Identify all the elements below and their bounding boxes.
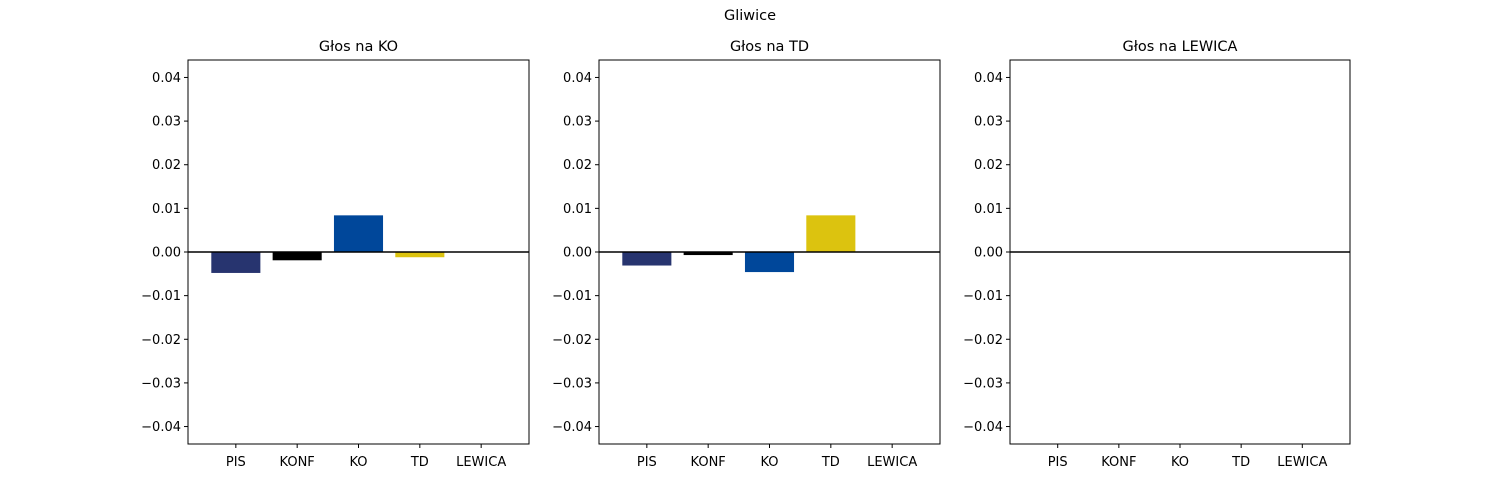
axes-frame [598,59,941,445]
x-tick-label: PIS [1048,455,1068,470]
x-tick-label: LEWICA [867,455,917,470]
x-tick-label: KO [349,455,367,470]
y-tick-label: 0.03 [152,115,181,130]
chart-panel-3: Głos na LEWICA PIS KONF KO TD LEWICA −0.04 −0.0… [963,39,1351,470]
x-tick-label: PIS [226,455,246,470]
panel-title: Głos na TD [730,39,809,55]
bar-konf [683,252,733,256]
bar-ko [333,215,384,252]
bar-konf [272,252,322,261]
y-tick-label: −0.03 [141,376,181,391]
y-tick-label: −0.02 [963,333,1003,348]
bar-pis [211,252,261,273]
y-tick-label: 0.04 [974,71,1003,86]
y-tick-label: −0.01 [141,289,181,304]
bar-td [395,252,445,258]
x-tick-label: KONF [691,455,726,470]
y-tick-label: 0.04 [152,71,181,86]
bar-td [806,215,856,252]
x-tick-label: TD [821,455,840,470]
y-tick-label: 0.00 [152,246,181,261]
y-tick-label: 0.02 [563,158,592,173]
y-tick-label: 0.00 [974,246,1003,261]
y-tick-label: 0.00 [563,246,592,261]
x-tick-label: TD [410,455,429,470]
y-tick-label: −0.04 [552,420,592,435]
x-tick-label: KONF [280,455,315,470]
axes-frame [1009,59,1351,445]
panel-title: Głos na LEWICA [1123,39,1238,55]
y-tick-label: −0.03 [963,376,1003,391]
y-tick-label: 0.01 [563,202,592,217]
y-tick-label: −0.04 [963,420,1003,435]
chart-panel-1: Głos na KO PIS KONF KO TD LEWICA −0.04 −0.03 −0.… [141,39,530,470]
figure-title: Gliwice [723,8,777,24]
x-tick-label: KONF [1101,455,1136,470]
x-tick-label: KO [1171,455,1189,470]
x-tick-label: PIS [637,455,657,470]
y-tick-label: −0.01 [552,289,592,304]
y-tick-label: 0.04 [563,71,592,86]
y-tick-label: 0.01 [974,202,1003,217]
y-tick-label: −0.02 [141,333,181,348]
y-tick-label: 0.02 [974,158,1003,173]
x-tick-label: TD [1231,455,1250,470]
axes-frame [187,59,530,445]
y-tick-label: 0.03 [974,115,1003,130]
x-tick-label: LEWICA [1277,455,1327,470]
y-tick-label: 0.02 [152,158,181,173]
x-tick-label: LEWICA [456,455,506,470]
x-tick-label: KO [760,455,778,470]
y-tick-label: 0.01 [152,202,181,217]
chart-panel-2: Głos na TD PIS KONF KO TD LEWICA −0.04 −0.03 −0.… [552,39,941,470]
y-tick-label: −0.02 [552,333,592,348]
panel-title: Głos na KO [319,39,398,55]
y-tick-label: −0.01 [963,289,1003,304]
bar-pis [622,252,672,266]
y-tick-label: 0.03 [563,115,592,130]
y-tick-label: −0.03 [552,376,592,391]
y-tick-label: −0.04 [141,420,181,435]
bar-ko [744,252,795,273]
